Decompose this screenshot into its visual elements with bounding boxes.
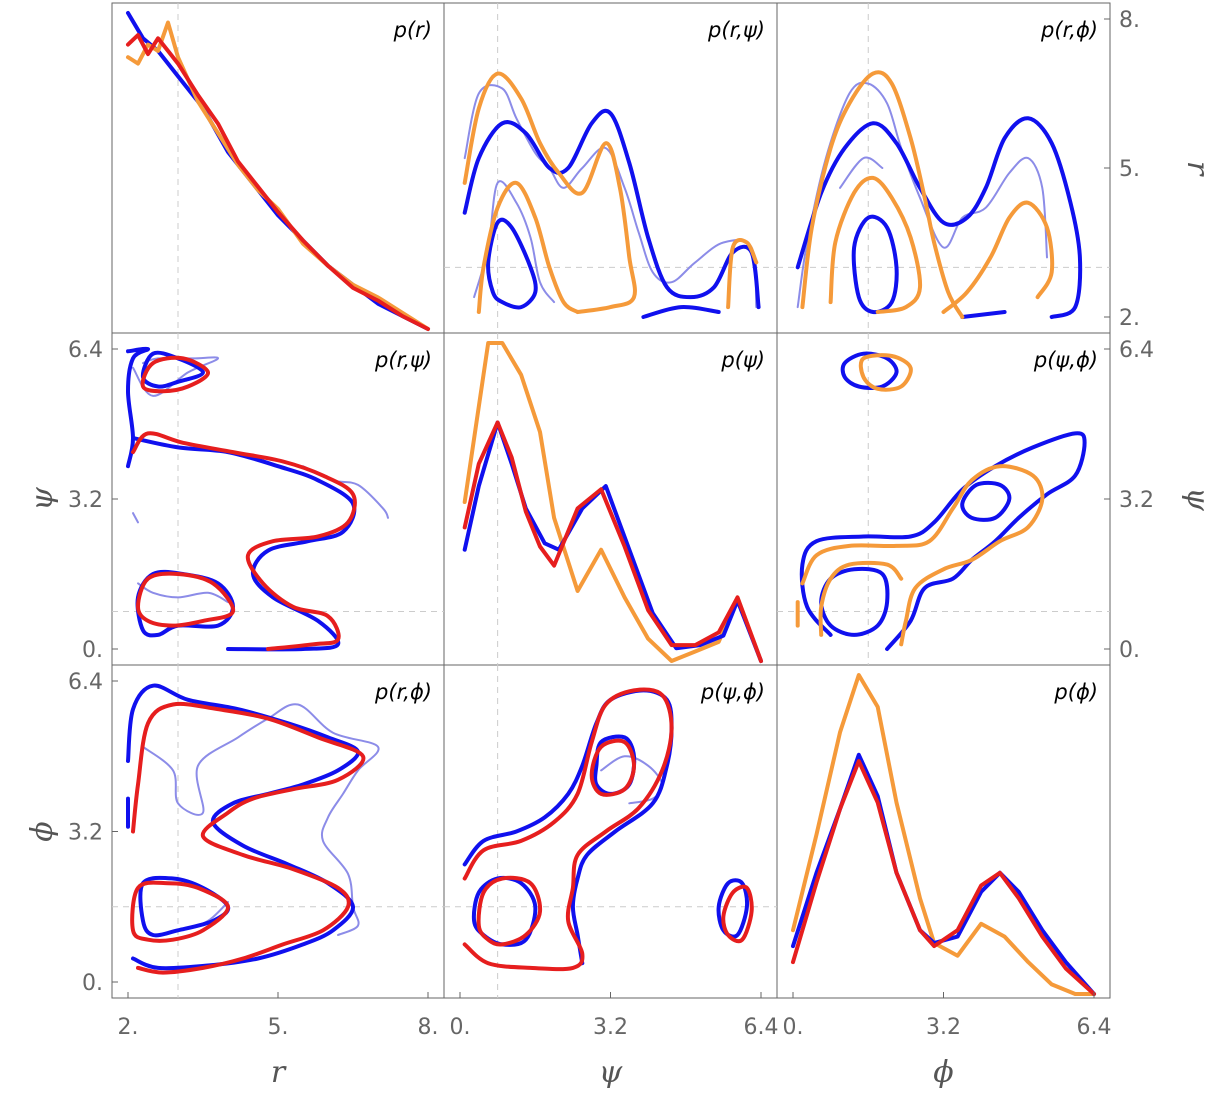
panel-p-r-psi-upper: p(r,ψ) [462,18,765,319]
series-line-orange [462,341,763,663]
contour-line-red [140,355,210,394]
y-tick-label-right: 8. [1119,8,1140,33]
x-tick-label: 0. [783,1015,804,1040]
contour-line-orange [941,200,1055,314]
x-axis-label: ϕ [933,1055,953,1090]
y-tick-label-right: 0. [1119,638,1140,663]
panel-frame [443,2,778,334]
x-axis-label: ψ [599,1055,623,1090]
x-tick-label: 2. [118,1015,139,1040]
contour-line-orange [476,180,580,314]
contour-line-blue [486,217,538,310]
y-tick-label: 6.4 [68,670,103,695]
contour-line-blue [462,108,761,310]
panel-title: p(ϕ) [1053,680,1098,704]
series-line-blue [462,420,763,663]
panel-title: p(r,ϕ) [374,680,432,704]
contour-line-lightblue [137,582,229,604]
panel-p-psi-phi-upper: p(ψ,ϕ) [795,348,1098,651]
panel-p-r-phi-lower: p(r,ϕ) [125,680,432,975]
contour-line-orange [726,238,759,310]
x-tick-label: 3.2 [593,1015,628,1040]
contour-line-blue [795,116,1083,319]
y-tick-label: 3.2 [68,821,103,846]
panel-frame [111,332,445,666]
contour-line-blue [641,305,721,319]
panel-p-r: p(r) [126,11,432,331]
y-tick-label: 6.4 [68,338,103,363]
x-tick-label: 8. [418,1015,439,1040]
panel-title: p(r) [393,18,432,42]
contour-line-blue [851,214,899,315]
contour-line-blue [126,346,151,469]
x-tick-label: 6.4 [744,1015,779,1040]
x-tick-label: 3.2 [926,1015,961,1040]
contour-line-blue [799,431,1087,651]
contour-line-red [462,687,674,972]
y-tick-label-right: 6.4 [1119,338,1154,363]
contour-line-blue [126,683,361,971]
contour-line-orange [800,70,965,319]
contour-line-lightblue [463,84,758,309]
panel-title: p(r,ψ) [374,348,432,372]
panel-frame [443,664,778,999]
panel-frame [776,332,1111,666]
x-tick-label: 6.4 [1077,1015,1112,1040]
y-tick-label-right: 3.2 [1119,488,1154,513]
contour-line-orange [818,560,904,637]
panel-p-r-phi-upper: p(r,ϕ) [795,18,1098,319]
contour-line-red [131,431,357,651]
y-tick-label-right: 5. [1119,157,1140,182]
contour-line-orange [858,353,913,392]
panel-title: p(r,ϕ) [1040,18,1098,42]
contour-line-lightblue [142,703,380,936]
contour-line-lightblue [839,156,884,189]
y-tick-label: 3.2 [68,488,103,513]
series-line-red [791,759,1096,996]
contour-line-orange [800,464,1045,647]
contour-line-lightblue [132,512,139,524]
x-tick-label: 5. [268,1015,289,1040]
series-line-blue [791,752,1096,996]
x-axis-label: r [271,1055,287,1090]
contour-line-lightblue [600,755,664,805]
contour-line-blue [131,436,357,652]
contour-line-red [476,875,543,947]
contour-line-lightblue [132,356,220,397]
y-axis-label-left: ψ [25,487,60,511]
contour-line-red [721,884,754,944]
panel-title: p(r,ψ) [707,18,765,42]
series-line-red [126,33,430,331]
y-axis-label-right: r [1180,161,1215,177]
contour-line-blue [960,480,1012,522]
y-tick-label: 0. [82,638,103,663]
panel-p-phi: p(ϕ) [791,673,1098,996]
contour-line-red [136,571,236,628]
contour-line-blue [960,310,1007,319]
contour-line-red [130,880,230,943]
contour-line-red [589,738,636,797]
panel-p-r-psi-lower: p(r,ψ) [126,346,432,652]
contour-line-orange [462,71,637,314]
y-tick-label: 0. [82,971,103,996]
y-tick-label-right: 2. [1119,306,1140,331]
panel-title: p(ψ,ϕ) [1033,348,1098,372]
panel-title: p(ψ) [720,348,765,372]
y-axis-label-left: ϕ [25,821,60,841]
panel-p-psi-phi-lower: p(ψ,ϕ) [462,680,765,972]
series-line-red [462,420,763,663]
x-tick-label: 0. [450,1015,471,1040]
panel-title: p(ψ,ϕ) [700,680,765,704]
y-axis-label-right: ψ [1180,487,1215,511]
contour-line-orange [828,175,923,314]
contour-line-blue [840,351,899,390]
contour-line-blue [140,350,205,389]
panel-p-psi: p(ψ) [462,341,765,663]
contour-line-red [131,701,366,975]
